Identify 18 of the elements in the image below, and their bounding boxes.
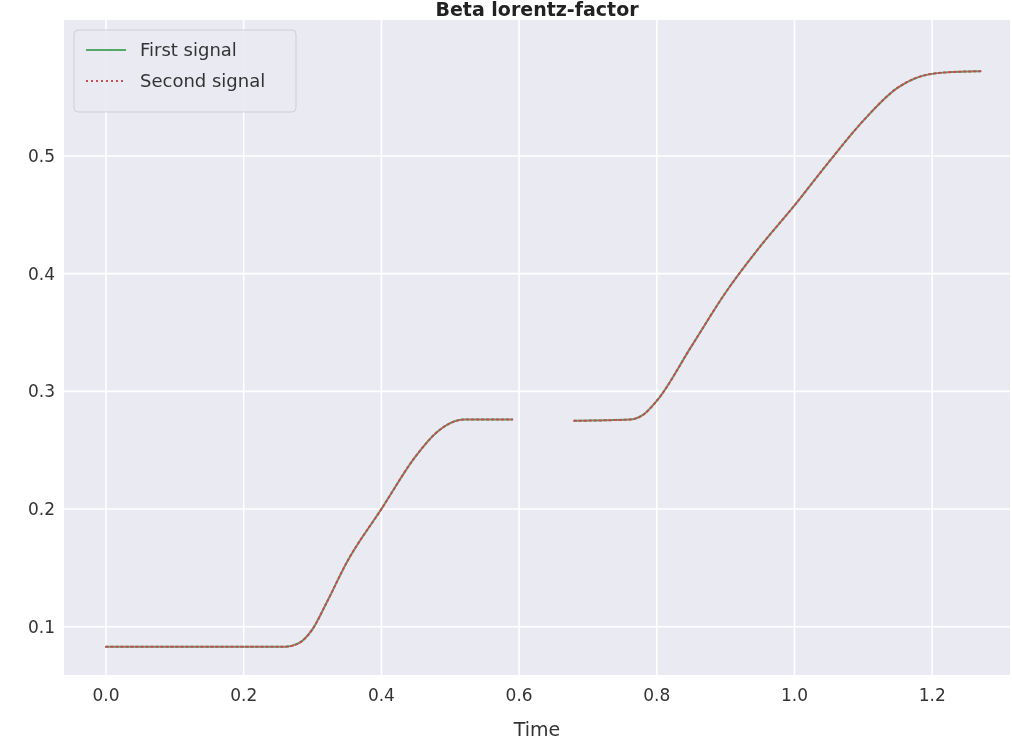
line-series xyxy=(573,70,982,422)
x-tick-label: 0.8 xyxy=(643,685,671,705)
legend-label: Second signal xyxy=(140,70,266,92)
x-axis-title: Time xyxy=(512,718,561,740)
x-tick-label: 0.2 xyxy=(230,685,258,705)
y-tick-label: 0.2 xyxy=(27,498,55,519)
chart-title: Beta lorentz-factor xyxy=(435,0,640,20)
legend-label: First signal xyxy=(140,39,237,61)
x-tick-label: 1.2 xyxy=(918,685,946,705)
y-tick-label: 0.3 xyxy=(27,381,55,402)
y-tick-label: 0.5 xyxy=(27,145,55,166)
line-series xyxy=(105,418,514,648)
x-tick-label: 0.0 xyxy=(92,685,120,705)
y-tick-label: 0.1 xyxy=(27,616,55,637)
x-tick-label: 0.4 xyxy=(367,685,395,705)
x-tick-label: 0.6 xyxy=(505,685,533,705)
y-tick-label: 0.4 xyxy=(27,263,55,284)
x-tick-label: 1.0 xyxy=(780,685,809,705)
